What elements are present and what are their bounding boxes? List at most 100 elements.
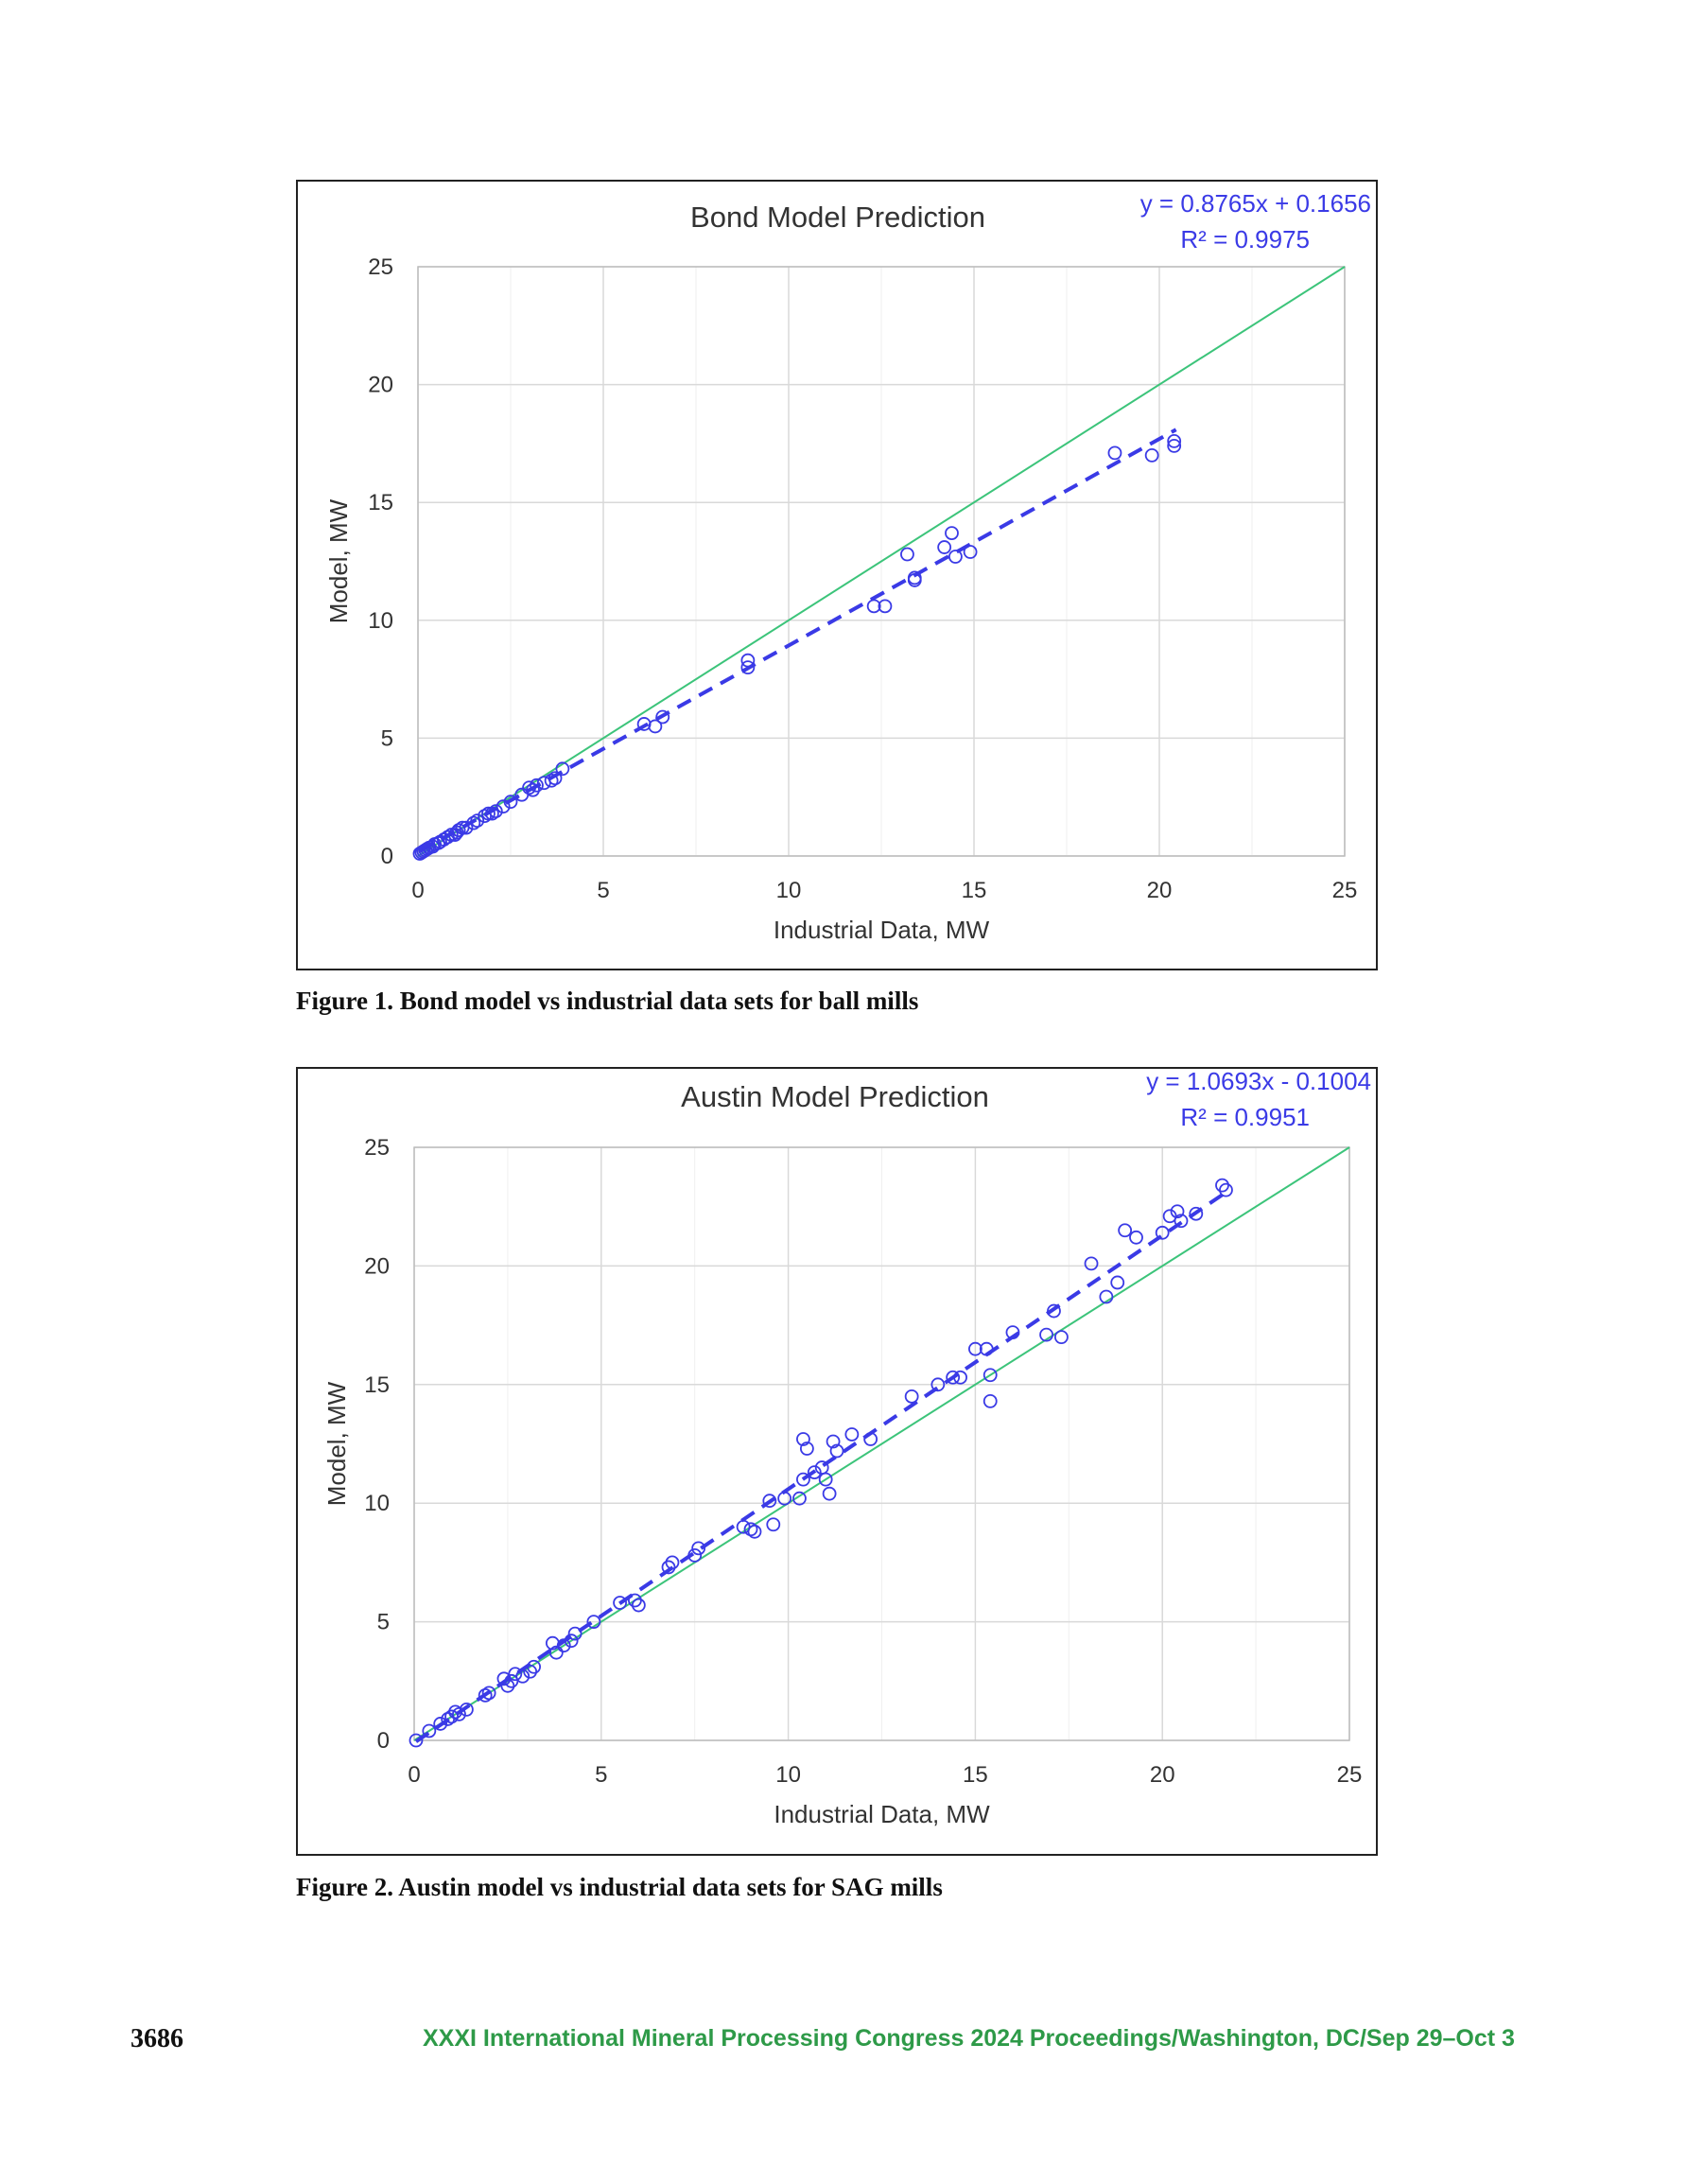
data-point xyxy=(530,778,544,793)
data-point xyxy=(447,828,462,842)
data-point xyxy=(740,660,756,675)
data-point xyxy=(496,799,511,814)
y-tick-label: 5 xyxy=(381,725,393,751)
data-point xyxy=(983,1368,998,1383)
data-point xyxy=(1039,1327,1053,1342)
trend-r2: R² = 0.9951 xyxy=(1180,1103,1310,1131)
data-point xyxy=(1110,1275,1125,1290)
data-point xyxy=(459,820,474,835)
footer-text: XXXI International Mineral Processing Co… xyxy=(423,2025,1515,2052)
data-point xyxy=(807,1465,822,1479)
data-point xyxy=(796,1432,810,1446)
data-point xyxy=(818,1472,833,1487)
y-tick-label: 15 xyxy=(364,1372,390,1398)
data-point xyxy=(945,526,959,540)
data-point xyxy=(863,1432,878,1446)
data-point xyxy=(953,1370,967,1385)
data-point xyxy=(1099,1289,1114,1304)
data-point xyxy=(548,771,563,786)
data-point xyxy=(822,1486,837,1501)
data-point xyxy=(548,1645,564,1660)
data-point xyxy=(481,1686,496,1701)
x-tick-label: 20 xyxy=(1150,1762,1175,1788)
data-point xyxy=(1189,1206,1204,1221)
data-point xyxy=(526,782,540,797)
data-point xyxy=(631,1598,646,1613)
x-tick-label: 0 xyxy=(408,1762,420,1788)
identity-line xyxy=(417,266,1346,857)
x-tick-label: 5 xyxy=(597,878,609,903)
data-point xyxy=(481,806,496,821)
trend-equation: y = 1.0693x - 0.1004 xyxy=(1146,1069,1371,1095)
data-point xyxy=(983,1393,998,1408)
bond-chart: 0 5 10 15 20 25 0 5 10 15 20 25 Bond Model Predicti… xyxy=(324,189,1371,944)
data-point xyxy=(687,1547,703,1563)
data-point xyxy=(567,1626,583,1641)
data-point xyxy=(1053,1330,1069,1345)
data-point xyxy=(968,1341,983,1356)
data-point xyxy=(904,1389,919,1404)
trend-equation: y = 0.8765x + 0.1656 xyxy=(1140,189,1371,218)
data-point xyxy=(665,1555,680,1570)
page-number: 3686 xyxy=(130,2024,183,2053)
figure-caption: Figure 1. Bond model vs industrial data … xyxy=(296,987,919,1015)
y-tick-label: 20 xyxy=(364,1253,390,1279)
y-tick-label: 25 xyxy=(368,254,393,280)
data-point xyxy=(586,1615,601,1629)
data-point xyxy=(655,709,670,725)
x-tick-label: 10 xyxy=(776,878,802,903)
y-tick-label: 25 xyxy=(364,1135,390,1161)
x-tick-label: 25 xyxy=(1337,1762,1363,1788)
data-point xyxy=(1118,1223,1133,1238)
data-point xyxy=(459,1702,474,1717)
y-tick-label: 10 xyxy=(364,1491,390,1516)
y-axis-label: Model, MW xyxy=(322,1381,351,1506)
data-point xyxy=(963,545,978,559)
trend-r2: R² = 0.9975 xyxy=(1180,225,1310,253)
data-point xyxy=(691,1541,706,1556)
data-point xyxy=(747,1524,762,1539)
x-tick-label: 15 xyxy=(963,1762,988,1788)
data-point xyxy=(1005,1325,1020,1340)
y-tick-label: 0 xyxy=(377,1728,390,1754)
x-tick-label: 25 xyxy=(1332,878,1358,903)
data-point xyxy=(1174,1214,1189,1229)
plot-area xyxy=(417,266,1346,857)
data-point xyxy=(829,1443,844,1459)
x-tick-label: 20 xyxy=(1147,878,1173,903)
data-point xyxy=(452,1707,466,1721)
x-axis-label: Industrial Data, MW xyxy=(774,916,990,944)
data-point xyxy=(866,599,881,614)
data-point xyxy=(556,1638,571,1653)
data-point xyxy=(740,653,756,668)
x-tick-label: 10 xyxy=(775,1762,801,1788)
data-point xyxy=(844,1427,860,1441)
data-point xyxy=(409,1733,424,1748)
data-point xyxy=(488,804,503,819)
chart-title: Bond Model Prediction xyxy=(690,201,985,234)
data-point xyxy=(907,573,922,587)
data-point xyxy=(878,599,893,614)
data-point xyxy=(1219,1182,1233,1197)
y-tick-label: 15 xyxy=(368,490,393,515)
data-point xyxy=(1167,438,1182,453)
data-point xyxy=(979,1341,994,1356)
data-point xyxy=(1167,434,1182,448)
x-tick-label: 15 xyxy=(962,878,987,903)
austin-chart-frame: 0 5 10 15 20 25 0 5 10 15 20 25 Austin Model Predic… xyxy=(296,1067,1378,1856)
identity-line xyxy=(413,1146,1350,1741)
data-point xyxy=(826,1434,841,1449)
data-point xyxy=(900,547,914,562)
data-point xyxy=(503,795,518,810)
data-point xyxy=(1144,447,1159,463)
bond-chart-frame: 0 5 10 15 20 25 0 5 10 15 20 25 Bond Model Predicti… xyxy=(296,180,1378,970)
data-point xyxy=(470,813,485,829)
data-point xyxy=(422,1723,437,1738)
data-point xyxy=(777,1491,792,1506)
data-point xyxy=(1129,1230,1143,1245)
data-point xyxy=(766,1517,781,1532)
data-point xyxy=(930,1377,946,1392)
data-point xyxy=(937,540,952,554)
y-tick-label: 5 xyxy=(377,1610,390,1635)
y-tick-label: 10 xyxy=(368,608,393,634)
